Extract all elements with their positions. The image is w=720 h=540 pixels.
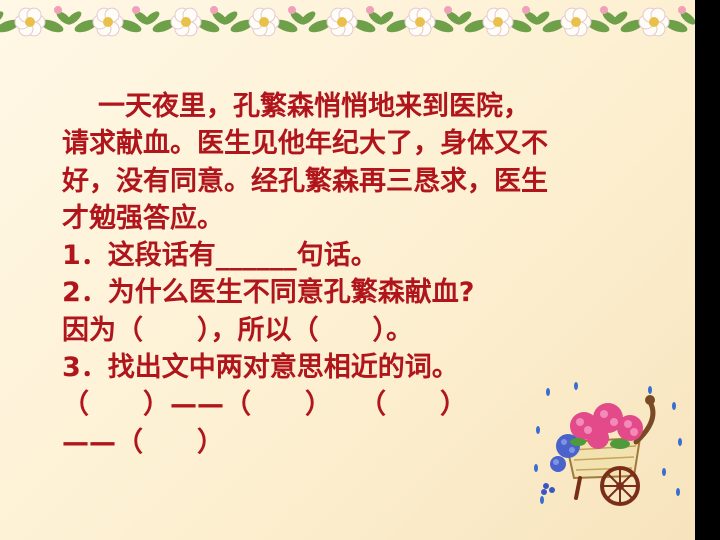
passage-line: 才勉强答应。 — [62, 202, 224, 234]
garland-flower — [456, 6, 540, 37]
question-3-blanks-cont: ——（ ） — [62, 426, 224, 458]
flower-garland-border — [0, 6, 695, 37]
passage-line: 好，没有同意。经孔繁森再三恳求，医生 — [62, 165, 548, 197]
passage-line: 请求献血。医生见他年纪大了，身体又不 — [62, 128, 548, 160]
flower-cart-icon — [534, 382, 682, 506]
question-1: 1．这段话有______句话。 — [62, 240, 378, 272]
garland-flower — [378, 6, 462, 37]
garland-flower — [144, 6, 228, 37]
garland-flower — [66, 6, 150, 37]
garland-flower — [222, 6, 306, 37]
garland-flower — [300, 6, 384, 37]
question-2-answer: 因为（ ），所以（ ）。 — [62, 314, 413, 346]
passage-and-questions: 一天夜里，孔繁森悄悄地来到医院， 请求献血。医生见他年纪大了，身体又不 好，没有… — [62, 88, 662, 461]
question-3-blanks: （ ）——（ ） （ ） — [62, 389, 467, 421]
slide: 一天夜里，孔繁森悄悄地来到医院， 请求献血。医生见他年纪大了，身体又不 好，没有… — [0, 0, 695, 540]
garland-flower — [0, 6, 72, 37]
garland-flower — [534, 6, 618, 37]
passage-line: 一天夜里，孔繁森悄悄地来到医院， — [98, 91, 530, 122]
question-3: 3．找出文中两对意思相近的词。 — [62, 352, 459, 384]
question-2: 2．为什么医生不同意孔繁森献血? — [62, 277, 475, 309]
garland-flower — [612, 6, 695, 37]
